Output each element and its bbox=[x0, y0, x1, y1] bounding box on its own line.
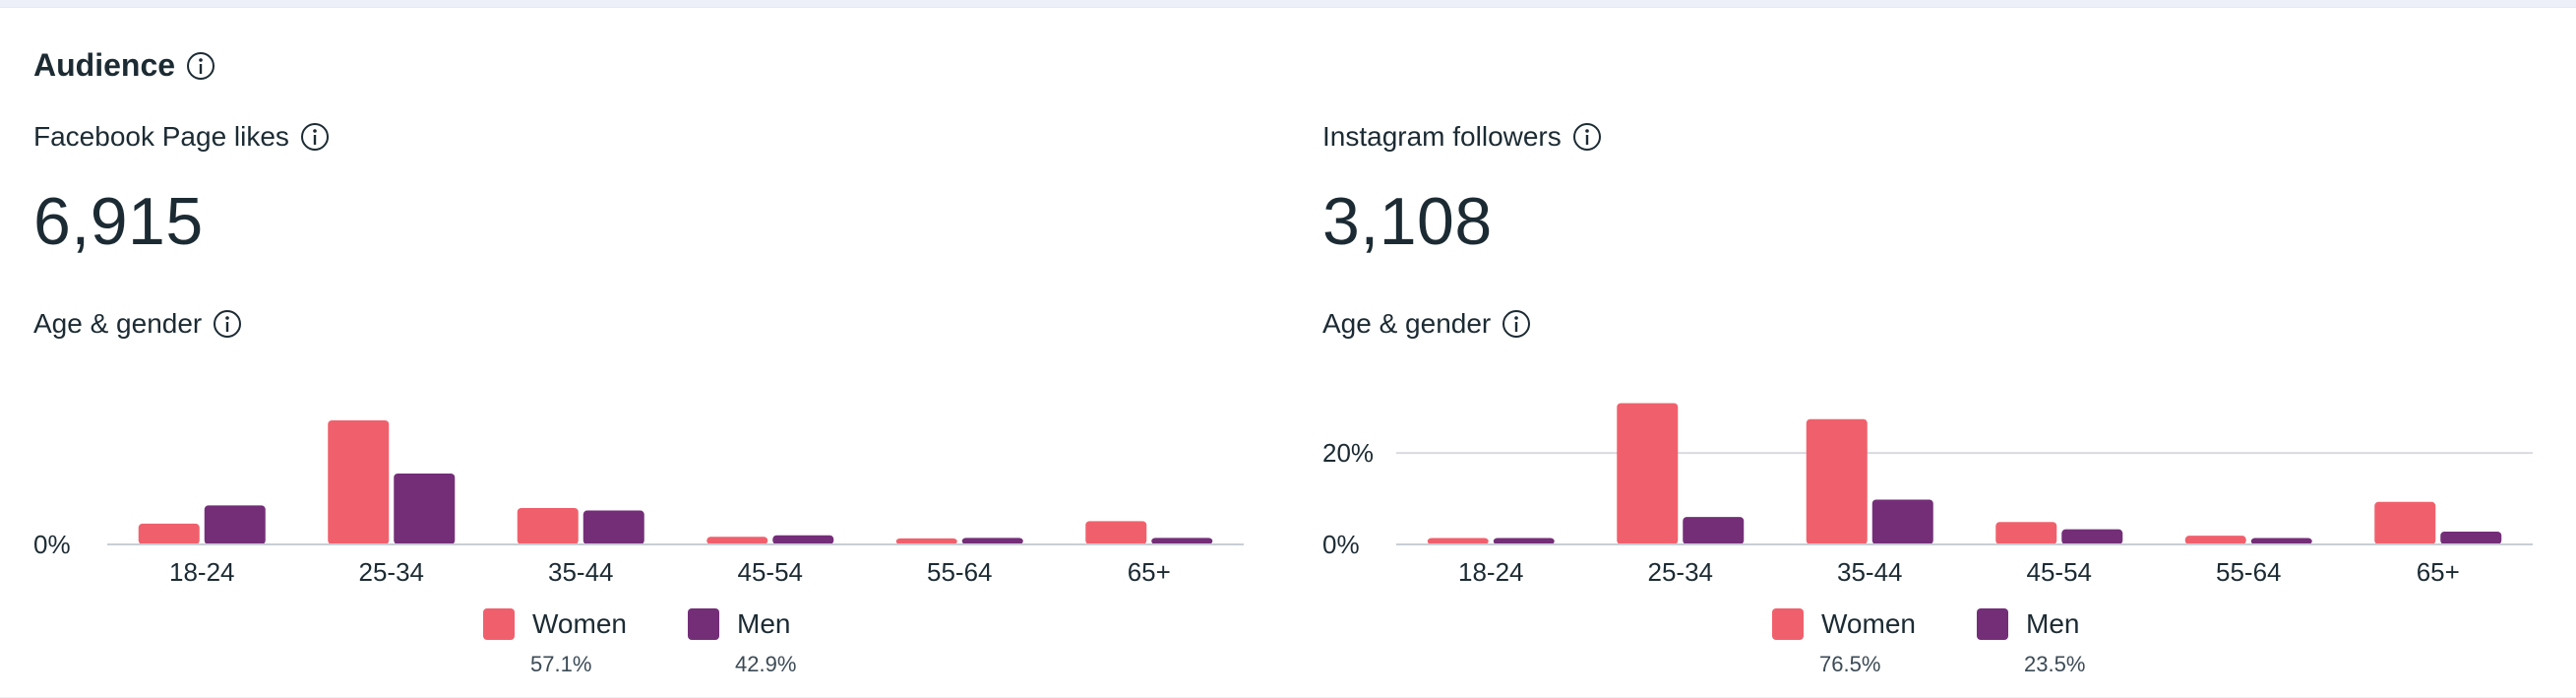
legend-name: Women bbox=[1821, 608, 1916, 639]
bar-men-55-64[interactable] bbox=[961, 538, 1023, 544]
facebook-legend: Women 57.1% Men 42.9% bbox=[33, 608, 1254, 697]
info-icon[interactable] bbox=[212, 308, 243, 340]
x-tick-label: 35-44 bbox=[1837, 557, 1903, 587]
women-swatch bbox=[1772, 608, 1804, 640]
instagram-age-gender-chart: 0% 20% 18-24 25-34 35-44 45-54 55-64 65+ bbox=[1322, 403, 2533, 587]
x-tick-label: 18-24 bbox=[1458, 557, 1524, 587]
x-tick-label: 18-24 bbox=[169, 557, 235, 587]
legend-name: Men bbox=[737, 608, 791, 639]
bar-men-35-44[interactable] bbox=[1871, 499, 1933, 544]
bar-women-55-64[interactable] bbox=[2184, 536, 2246, 544]
facebook-age-gender-chart: 0% 18-24 25-34 35-44 45-54 55-64 65+ bbox=[33, 420, 1244, 587]
bar-men-25-34[interactable] bbox=[394, 474, 456, 544]
bar-women-18-24[interactable] bbox=[138, 523, 200, 544]
bar-men-18-24[interactable] bbox=[1493, 538, 1555, 544]
instagram-chart-label: Age & gender bbox=[1322, 308, 1532, 340]
x-tick-label: 25-34 bbox=[359, 557, 425, 587]
x-tick-label: 25-34 bbox=[1648, 557, 1714, 587]
bar-men-18-24[interactable] bbox=[204, 505, 266, 544]
bar-women-35-44[interactable] bbox=[1806, 418, 1868, 544]
legend-item-women[interactable]: Women 57.1% bbox=[483, 608, 627, 677]
legend-pct: 42.9% bbox=[735, 652, 797, 676]
bar-women-45-54[interactable] bbox=[1995, 522, 2057, 544]
bar-women-65+[interactable] bbox=[1085, 521, 1147, 544]
info-icon[interactable] bbox=[299, 121, 331, 153]
x-tick-label: 55-64 bbox=[927, 557, 993, 587]
legend-pct: 57.1% bbox=[530, 652, 592, 676]
instagram-metric-label: Instagram followers bbox=[1322, 121, 1603, 153]
instagram-metric-value: 3,108 bbox=[1322, 184, 1493, 259]
chart-label-text: Age & gender bbox=[33, 308, 203, 339]
facebook-metric-value: 6,915 bbox=[33, 184, 204, 259]
x-tick-label: 45-54 bbox=[2027, 557, 2093, 587]
y-tick-label: 0% bbox=[33, 530, 71, 559]
x-tick-label: 65+ bbox=[2417, 557, 2460, 587]
audience-header: Audience bbox=[33, 47, 216, 84]
bar-men-45-54[interactable] bbox=[2061, 529, 2123, 544]
legend-pct: 76.5% bbox=[1819, 652, 1881, 676]
bar-women-25-34[interactable] bbox=[1617, 403, 1679, 544]
bar-women-35-44[interactable] bbox=[517, 507, 579, 544]
y-tick-label: 20% bbox=[1322, 438, 1374, 468]
metric-label-text: Instagram followers bbox=[1322, 121, 1562, 152]
bar-men-35-44[interactable] bbox=[583, 510, 644, 544]
bar-women-18-24[interactable] bbox=[1427, 538, 1489, 544]
metric-label-text: Facebook Page likes bbox=[33, 121, 289, 152]
y-tick-label: 0% bbox=[1322, 530, 1360, 559]
women-swatch bbox=[483, 608, 515, 640]
legend-name: Women bbox=[532, 608, 627, 639]
info-icon[interactable] bbox=[185, 50, 216, 82]
bar-women-55-64[interactable] bbox=[895, 538, 957, 544]
legend-item-men[interactable]: Men 42.9% bbox=[688, 608, 796, 677]
x-tick-label: 45-54 bbox=[738, 557, 804, 587]
info-icon[interactable] bbox=[1501, 308, 1532, 340]
bar-men-65+[interactable] bbox=[1151, 538, 1213, 544]
section-title: Audience bbox=[33, 47, 176, 83]
legend-item-men[interactable]: Men 23.5% bbox=[1977, 608, 2085, 677]
x-tick-label: 55-64 bbox=[2216, 557, 2282, 587]
facebook-chart-label: Age & gender bbox=[33, 308, 243, 340]
facebook-panel: Facebook Page likes 6,915 Age & gender 0… bbox=[33, 8, 1254, 698]
bar-women-65+[interactable] bbox=[2374, 501, 2436, 544]
bar-men-65+[interactable] bbox=[2440, 531, 2502, 544]
facebook-metric-label: Facebook Page likes bbox=[33, 121, 331, 153]
bar-women-45-54[interactable] bbox=[706, 537, 768, 544]
legend-item-women[interactable]: Women 76.5% bbox=[1772, 608, 1916, 677]
bar-men-45-54[interactable] bbox=[772, 535, 834, 544]
bar-women-25-34[interactable] bbox=[328, 420, 390, 544]
instagram-panel: Instagram followers 3,108 Age & gender 0… bbox=[1322, 8, 2543, 698]
chart-label-text: Age & gender bbox=[1322, 308, 1492, 339]
legend-pct: 23.5% bbox=[2024, 652, 2086, 676]
x-tick-label: 35-44 bbox=[548, 557, 614, 587]
bar-men-25-34[interactable] bbox=[1683, 517, 1745, 544]
audience-card: Audience Facebook Page likes 6,915 Age &… bbox=[0, 7, 2576, 697]
x-tick-label: 65+ bbox=[1128, 557, 1171, 587]
instagram-legend: Women 76.5% Men 23.5% bbox=[1322, 608, 2543, 697]
bar-men-55-64[interactable] bbox=[2250, 538, 2312, 544]
legend-name: Men bbox=[2026, 608, 2080, 639]
info-icon[interactable] bbox=[1571, 121, 1603, 153]
men-swatch bbox=[1977, 608, 2008, 640]
men-swatch bbox=[688, 608, 719, 640]
